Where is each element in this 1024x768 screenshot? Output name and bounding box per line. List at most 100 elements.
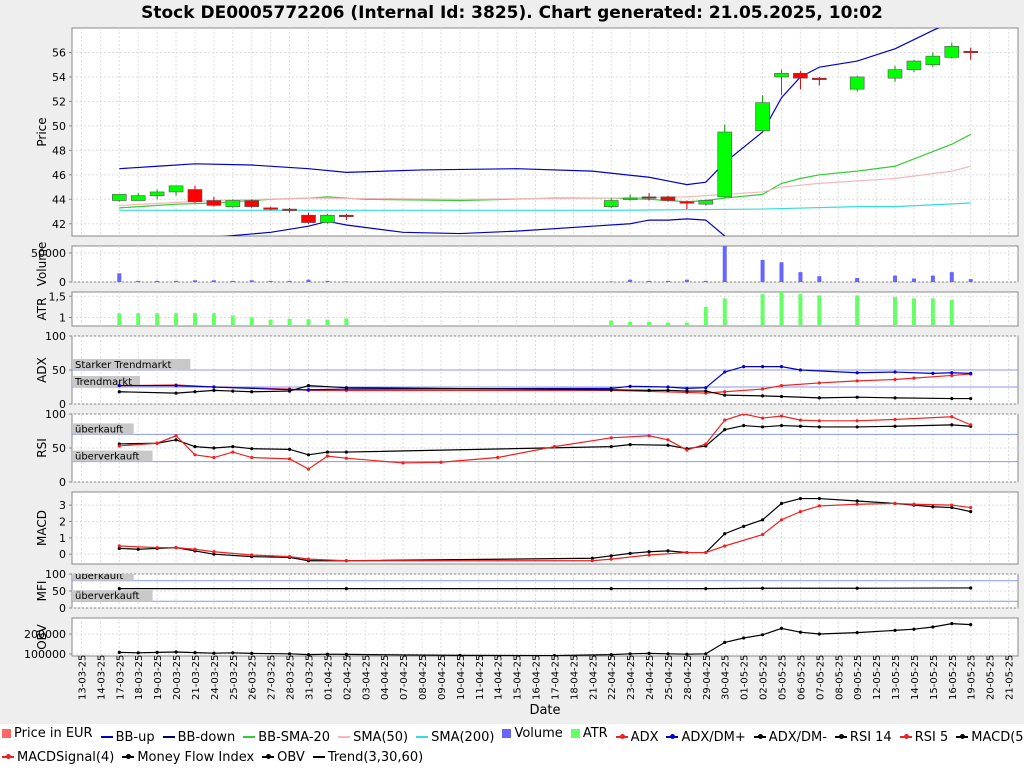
x-tick-label: 19-03-25 xyxy=(153,655,164,700)
series-point xyxy=(628,652,632,656)
legend-label: RSI 14 xyxy=(849,729,892,745)
bar xyxy=(344,281,349,282)
series-point xyxy=(250,447,254,451)
y-tick-label: 0 xyxy=(59,398,66,411)
legend-item: SMA(50) xyxy=(338,730,408,745)
x-tick-label: 03-04-25 xyxy=(361,655,372,700)
series-point xyxy=(723,544,727,548)
bar xyxy=(174,313,179,326)
bar xyxy=(703,280,708,282)
legend-dot xyxy=(838,734,844,739)
series-point xyxy=(306,384,311,388)
x-tick-label: 02-04-25 xyxy=(342,655,353,700)
bar xyxy=(136,280,141,282)
series-point xyxy=(174,546,178,550)
bar xyxy=(136,313,141,326)
legend-dot xyxy=(960,734,966,739)
series-point xyxy=(742,414,746,416)
series-point xyxy=(552,445,557,449)
bar xyxy=(722,246,727,282)
legend-label: BB-SMA-20 xyxy=(258,729,331,745)
series-point xyxy=(723,640,727,645)
series-point xyxy=(685,448,689,452)
series-point xyxy=(798,418,803,422)
x-tick-label: 19-05-25 xyxy=(967,655,978,700)
bar xyxy=(647,280,652,282)
legend-label: SMA(50) xyxy=(353,729,409,745)
bar xyxy=(798,294,803,326)
series-point xyxy=(325,454,330,458)
x-tick-label: 09-04-25 xyxy=(437,655,448,700)
threshold-label-bg xyxy=(73,423,134,435)
candle-body xyxy=(112,194,127,201)
bar xyxy=(325,280,330,282)
x-tick-label: 13-05-25 xyxy=(891,655,902,700)
bar xyxy=(930,298,935,326)
x-tick-label: 25-04-25 xyxy=(664,655,675,700)
series-point xyxy=(950,503,954,507)
series-point xyxy=(609,653,613,656)
panel-plot-area: überkauft überverkauft xyxy=(72,414,1018,471)
candle-body xyxy=(603,200,619,207)
threshold-label: überkauft xyxy=(75,424,123,435)
series-point xyxy=(609,436,613,440)
series-line xyxy=(221,218,726,236)
x-tick-label: 17-04-25 xyxy=(550,655,561,700)
x-tick-label: 24-03-25 xyxy=(210,655,221,700)
series-point xyxy=(742,423,746,428)
series-point xyxy=(969,586,973,590)
legend-line-swatch xyxy=(899,734,912,739)
legend-row-2: MACDSignal(4) Money Flow Index OBV Trend(3,… xyxy=(2,747,431,765)
series-point xyxy=(231,651,235,655)
x-tick-label: 16-05-25 xyxy=(948,655,959,700)
candle-body xyxy=(812,77,827,80)
legend-label: MACDSignal(4) xyxy=(17,749,115,765)
x-tick-label: 21-03-25 xyxy=(191,655,202,700)
x-tick-label: 15-04-25 xyxy=(513,655,524,700)
x-tick-label: 27-03-25 xyxy=(267,655,278,700)
x-tick-label: 20-05-25 xyxy=(986,655,997,700)
x-tick-label: 01-04-25 xyxy=(323,655,334,700)
x-tick-label: 02-05-25 xyxy=(759,655,770,700)
series-point xyxy=(723,428,727,432)
y-axis-label: ADX xyxy=(35,357,49,383)
series-point xyxy=(344,559,348,563)
legend-label: ADX xyxy=(630,729,659,745)
series-point xyxy=(685,389,689,393)
series-point xyxy=(950,371,954,375)
panel-plot-area xyxy=(117,246,973,282)
legend-label: Money Flow Index xyxy=(137,749,255,765)
legend-dot xyxy=(126,754,132,759)
series-point xyxy=(552,654,557,656)
x-tick-label: 14-05-25 xyxy=(910,655,921,700)
x-tick-label: 21-04-25 xyxy=(588,655,599,700)
legend-label: Volume xyxy=(514,726,563,741)
series-point xyxy=(817,425,821,429)
bar xyxy=(628,321,633,326)
series-point xyxy=(212,446,216,450)
series-point xyxy=(193,390,197,394)
series-point xyxy=(893,370,897,374)
series-point xyxy=(704,652,708,656)
candle-body xyxy=(679,201,695,204)
panel-price xyxy=(69,27,1019,237)
bar xyxy=(287,280,292,282)
series-point xyxy=(287,447,292,451)
series-point xyxy=(306,388,311,392)
legend-line-swatch xyxy=(416,736,429,738)
series-point xyxy=(174,650,178,654)
panel-volume xyxy=(69,245,1019,283)
candle-body xyxy=(168,185,184,193)
series-point xyxy=(855,371,859,375)
series-point xyxy=(287,555,292,559)
series-point xyxy=(855,502,859,506)
bar xyxy=(117,313,122,326)
bar xyxy=(155,313,160,326)
legend-line-swatch xyxy=(338,736,351,738)
legend-line-swatch xyxy=(956,734,969,739)
series-point xyxy=(817,381,821,385)
series-point xyxy=(798,510,803,514)
candle-body xyxy=(963,50,979,54)
series-point xyxy=(306,453,311,457)
series-point xyxy=(893,424,897,428)
